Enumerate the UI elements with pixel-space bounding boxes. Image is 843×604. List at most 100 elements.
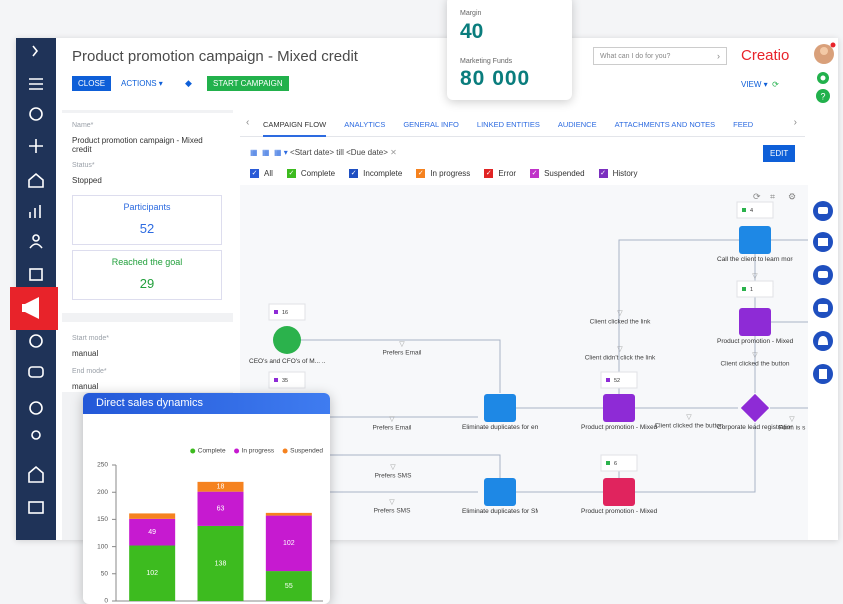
counter-badge	[268, 371, 306, 389]
counter-badge	[736, 280, 774, 298]
flow-node-label: Product promotion - Mixed credit reminde…	[717, 338, 793, 345]
flow-node-label: Eliminate duplicates for SMS	[462, 508, 538, 515]
node-label: Eliminate duplicates for email	[462, 424, 538, 431]
flow-node[interactable]	[603, 478, 635, 506]
y-tick-label: 50	[101, 571, 109, 578]
filter-checkbox[interactable]: ✓ In progress	[416, 169, 470, 178]
filter-checkbox[interactable]: ✓ History	[598, 169, 638, 178]
node-label: Corporate lead registration page	[717, 424, 793, 431]
flow-link-label: Prefers Email	[372, 425, 412, 432]
data-label: 138	[215, 560, 227, 567]
flow-node[interactable]	[740, 393, 770, 423]
filter-checkbox[interactable]: ✓ Complete	[286, 169, 335, 178]
flow-node[interactable]	[603, 394, 635, 422]
flow-node[interactable]	[484, 478, 516, 506]
checkbox: ✓	[349, 169, 359, 178]
filter-checkbox[interactable]: ✓ Suspended	[530, 169, 585, 178]
card-value: 52	[139, 221, 155, 236]
date-filter[interactable]: ▦ ▦ ▦ ▾ <Start date> till <Due date> ✕	[250, 148, 397, 157]
search-box[interactable]: What can I do for you? ›	[593, 47, 727, 65]
kpi-value: 40	[460, 20, 484, 43]
flow-node-label: Call the client to learn more about his …	[717, 256, 793, 263]
filter-label: History	[612, 169, 638, 178]
tab[interactable]: LINKED ENTITIES	[476, 120, 540, 129]
flow-filter-icon: ▽	[752, 352, 758, 359]
y-tick-label: 150	[97, 516, 108, 523]
flow-node-label: Product promotion - Mixed credit	[581, 424, 657, 431]
tab[interactable]: ANALYTICS	[344, 120, 386, 129]
flow-link-label: Client clicked the button	[720, 361, 789, 368]
node-label: CEO's and CFO's of M... ...try	[249, 358, 325, 365]
counter-dot	[606, 378, 610, 382]
kpi-label: Marketing Funds	[460, 58, 513, 65]
card-label: Reached the goal	[111, 257, 183, 267]
flow-filter-icon: ▽	[686, 414, 692, 421]
tab[interactable]: FEED	[733, 120, 754, 129]
counter-dot	[742, 287, 746, 291]
start-button[interactable]: START CAMPAIGN	[207, 76, 289, 91]
view-button[interactable]: VIEW ▾ ⟳	[741, 80, 779, 89]
checkbox: ✓	[416, 169, 426, 178]
flow-node[interactable]	[739, 308, 771, 336]
bar-segment	[197, 481, 244, 492]
filter-label: Error	[498, 169, 517, 178]
counter-dot	[274, 310, 278, 314]
actions-button[interactable]: ACTIONS ▾	[121, 79, 163, 88]
counter-badge	[736, 201, 774, 219]
field-label: End mode*	[72, 368, 107, 375]
flow-filter-icon: ▽	[389, 499, 395, 506]
flow-node[interactable]	[484, 394, 516, 422]
checkbox: ✓	[286, 169, 296, 178]
flow-node[interactable]	[273, 326, 301, 354]
legend-swatch	[282, 448, 288, 454]
flow-filter-icon: ▽	[617, 310, 623, 317]
participants-card: Participants 52	[72, 195, 222, 245]
bar-segment	[129, 513, 176, 519]
y-tick-label: 0	[104, 598, 108, 604]
filter-label: All	[264, 169, 273, 178]
filter-checkbox[interactable]: ✓ Incomplete	[349, 169, 402, 178]
y-tick-label: 200	[97, 489, 108, 496]
flow-node-label: CEO's and CFO's of M... ...try	[249, 358, 325, 365]
filter-label: In progress	[430, 169, 471, 178]
kpi-card: Margin 40 Marketing Funds 80 000	[447, 0, 572, 100]
bar-segment	[197, 491, 244, 526]
tab[interactable]: GENERAL INFO	[403, 120, 459, 129]
info-card	[62, 113, 233, 313]
bar-segment	[197, 525, 244, 601]
flow-node[interactable]	[739, 226, 771, 254]
flow-link-label: Prefers Email	[382, 350, 422, 357]
legend-label: In progress	[242, 448, 275, 455]
campaign-flow: ⟳ ⌗ ⚙ CEO's and CFO's of M... ...try Elimin…	[240, 185, 808, 540]
svg-text:⌗: ⌗	[770, 191, 775, 201]
due-date: <Due date>	[346, 148, 388, 157]
tab[interactable]: AUDIENCE	[557, 120, 597, 129]
checkbox: ✓	[530, 169, 540, 178]
close-button[interactable]: CLOSE	[72, 76, 112, 91]
flow-filter-icon: ▽	[399, 341, 405, 348]
tab[interactable]: ATTACHMENTS AND NOTES	[614, 120, 716, 129]
counter-value: 4	[750, 208, 753, 214]
edit-button[interactable]: EDIT	[763, 145, 796, 162]
filter-label: Suspended	[544, 169, 585, 178]
node-label: Call the client to learn more about his …	[717, 256, 793, 263]
counter-dot	[742, 208, 746, 212]
flow-node-label: Eliminate duplicates for email	[462, 424, 538, 431]
counter-value: 35	[282, 378, 288, 384]
tab[interactable]: CAMPAIGN FLOW	[263, 120, 327, 137]
flow-link-label: Client clicked the link	[590, 319, 651, 326]
filter-label: Incomplete	[363, 169, 403, 178]
counter-value: 6	[614, 461, 617, 467]
filter-checkbox[interactable]: ✓ Error	[484, 169, 516, 178]
tag-icon[interactable]: ◆	[185, 78, 192, 88]
kpi-value: 80 000	[460, 67, 531, 90]
counter-value: 1	[750, 287, 753, 293]
search-placeholder: What can I do for you?	[600, 53, 671, 60]
filter-checkbox[interactable]: ✓ All	[250, 169, 273, 178]
data-label: 18	[217, 484, 225, 491]
chart-title: Direct sales dynamics	[83, 393, 330, 414]
field-label: Start mode*	[72, 335, 109, 342]
legend-swatch	[234, 448, 240, 454]
field-label: Status*	[72, 162, 95, 169]
right-icons	[813, 201, 833, 384]
